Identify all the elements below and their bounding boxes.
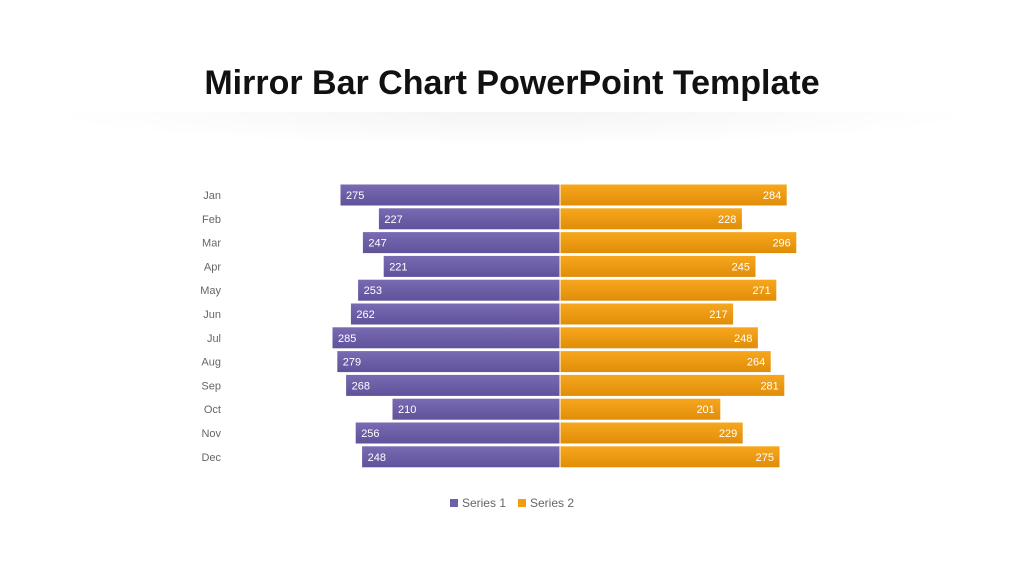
- data-label-series-1-feb: 227: [384, 214, 402, 226]
- category-label-nov: Nov: [201, 428, 221, 440]
- category-label-jan: Jan: [203, 190, 221, 202]
- bar-series-1-apr[interactable]: [382, 254, 561, 278]
- bar-series-1-feb[interactable]: [377, 207, 561, 231]
- data-label-series-2-jan: 284: [763, 190, 781, 202]
- category-label-dec: Dec: [201, 452, 221, 464]
- category-label-apr: Apr: [204, 261, 221, 273]
- data-label-series-2-nov: 229: [719, 428, 737, 440]
- data-label-series-1-oct: 210: [398, 404, 416, 416]
- data-label-series-2-dec: 275: [756, 452, 774, 464]
- bar-series-2-aug[interactable]: [559, 350, 772, 374]
- bar-series-1-sep[interactable]: [345, 373, 561, 397]
- bar-series-2-oct[interactable]: [559, 397, 722, 421]
- data-label-series-1-jan: 275: [346, 190, 364, 202]
- bar-series-1-aug[interactable]: [336, 350, 561, 374]
- bar-series-2-jun[interactable]: [559, 302, 735, 326]
- category-label-sep: Sep: [201, 380, 221, 392]
- bar-series-1-mar[interactable]: [361, 231, 561, 255]
- data-label-series-1-apr: 221: [389, 261, 407, 273]
- category-label-jun: Jun: [203, 309, 221, 321]
- category-label-jul: Jul: [207, 333, 221, 345]
- bar-series-1-dec[interactable]: [361, 445, 561, 469]
- bar-series-2-jan[interactable]: [559, 183, 788, 207]
- data-label-series-2-may: 271: [752, 285, 770, 297]
- bar-series-1-oct[interactable]: [391, 397, 561, 421]
- bar-series-1-jul[interactable]: [331, 326, 561, 350]
- legend-swatch-series-2: [518, 499, 526, 507]
- category-label-mar: Mar: [202, 238, 221, 250]
- data-label-series-2-aug: 264: [747, 357, 765, 369]
- data-label-series-2-oct: 201: [696, 404, 714, 416]
- legend-swatch-series-1: [449, 499, 458, 507]
- bar-series-2-may[interactable]: [559, 278, 778, 302]
- bar-series-2-sep[interactable]: [559, 373, 786, 397]
- data-label-series-1-sep: 268: [352, 380, 370, 392]
- data-label-series-1-nov: 256: [361, 428, 379, 440]
- category-label-oct: Oct: [204, 404, 221, 416]
- legend-item-series-1[interactable]: Series 1: [449, 496, 506, 510]
- bar-series-2-nov[interactable]: [559, 421, 744, 445]
- bar-series-2-dec[interactable]: [559, 445, 781, 469]
- chart-legend: Series 1 Series 2: [0, 496, 1024, 510]
- category-label-may: May: [200, 285, 221, 297]
- slide-title: Mirror Bar Chart PowerPoint Template: [204, 64, 820, 102]
- data-label-series-1-jun: 262: [356, 309, 374, 321]
- category-label-feb: Feb: [202, 214, 221, 226]
- category-label-aug: Aug: [201, 357, 221, 369]
- bar-series-2-feb[interactable]: [559, 207, 743, 231]
- data-label-series-1-jul: 285: [338, 333, 356, 345]
- data-label-series-1-aug: 279: [343, 357, 361, 369]
- bar-series-1-jun[interactable]: [349, 302, 561, 326]
- legend-label-series-2: Series 2: [530, 496, 575, 510]
- bar-series-1-jan[interactable]: [339, 183, 561, 207]
- data-label-series-1-may: 253: [364, 285, 382, 297]
- bar-series-2-mar[interactable]: [559, 231, 798, 255]
- data-label-series-2-jul: 248: [734, 333, 752, 345]
- data-label-series-2-feb: 228: [718, 214, 736, 226]
- title-shadow-decoration: [40, 112, 984, 146]
- bar-series-1-may[interactable]: [357, 278, 561, 302]
- data-label-series-2-apr: 245: [732, 261, 750, 273]
- data-label-series-1-dec: 248: [368, 452, 386, 464]
- data-label-series-1-mar: 247: [368, 238, 386, 250]
- data-label-series-2-sep: 281: [760, 380, 778, 392]
- data-label-series-2-jun: 217: [709, 309, 727, 321]
- bar-series-2-jul[interactable]: [559, 326, 759, 350]
- bar-series-2-apr[interactable]: [559, 254, 757, 278]
- legend-item-series-2[interactable]: Series 2: [518, 496, 574, 510]
- legend-label-series-1: Series 1: [461, 496, 506, 510]
- bar-series-1-nov[interactable]: [354, 421, 561, 445]
- data-label-series-2-mar: 296: [772, 238, 790, 250]
